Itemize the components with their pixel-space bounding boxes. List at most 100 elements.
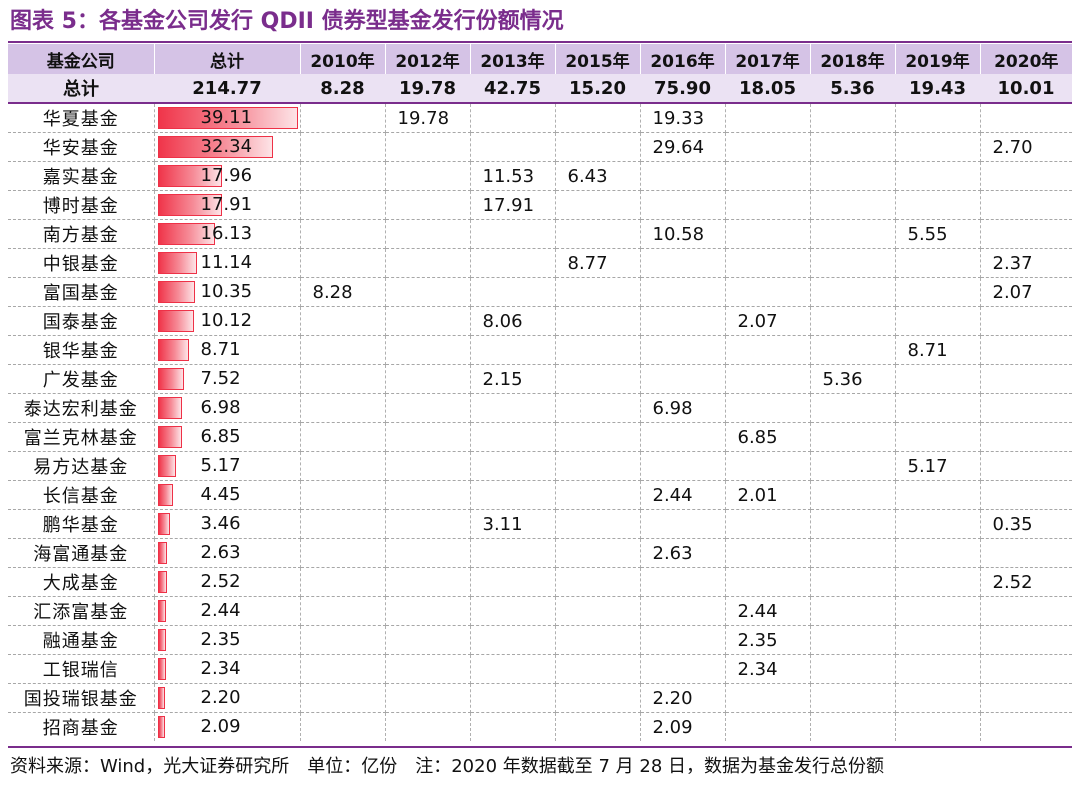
total-cell: 11.14 bbox=[154, 248, 301, 278]
total-cell: 17.91 bbox=[154, 190, 301, 220]
year-value-cell: 19.78 bbox=[385, 103, 471, 133]
year-value-cell bbox=[725, 509, 811, 539]
total-cell: 19.78 bbox=[385, 74, 470, 104]
year-value-cell bbox=[895, 567, 981, 597]
year-value-cell: 19.33 bbox=[640, 103, 726, 133]
year-value-cell bbox=[385, 364, 471, 394]
qdii-fund-table: 基金公司 总计 2010年 2012年 2013年 2015年 2016年 2017年 2018… bbox=[8, 44, 1072, 741]
year-value-cell: 2.15 bbox=[470, 364, 556, 394]
year-value-cell bbox=[640, 161, 726, 191]
total-value: 16.13 bbox=[200, 223, 253, 244]
year-value-cell: 8.28 bbox=[300, 277, 386, 307]
fund-company-name: 长信基金 bbox=[8, 480, 155, 510]
year-value-cell bbox=[895, 538, 981, 568]
year-value-cell bbox=[640, 509, 726, 539]
total-cell: 2.34 bbox=[154, 654, 301, 684]
year-value-cell: 5.55 bbox=[895, 219, 981, 249]
year-value-cell bbox=[555, 393, 641, 423]
year-value-cell bbox=[470, 538, 556, 568]
table-row: 鹏华基金 3.46 3.11 0.35 bbox=[8, 509, 1072, 539]
year-value-cell bbox=[895, 625, 981, 655]
column-header: 2013年 bbox=[470, 44, 556, 74]
year-value-cell bbox=[725, 451, 811, 481]
total-value: 32.34 bbox=[200, 136, 253, 157]
footer-divider bbox=[8, 746, 1072, 748]
total-value: 2.09 bbox=[200, 716, 241, 737]
year-value-cell bbox=[300, 364, 386, 394]
year-value-cell bbox=[470, 451, 556, 481]
data-bar bbox=[157, 687, 166, 709]
total-cell: 10.01 bbox=[980, 74, 1072, 104]
column-header: 2018年 bbox=[810, 44, 896, 74]
data-bar bbox=[157, 368, 185, 390]
year-value-cell: 8.77 bbox=[555, 248, 641, 278]
year-value-cell bbox=[640, 654, 726, 684]
year-value-cell bbox=[470, 219, 556, 249]
year-value-cell bbox=[725, 103, 811, 133]
fund-company-name: 国投瑞银基金 bbox=[8, 683, 155, 713]
year-value-cell bbox=[810, 596, 896, 626]
fund-company-name: 泰达宏利基金 bbox=[8, 393, 155, 423]
year-value-cell bbox=[980, 103, 1072, 133]
year-value-cell bbox=[640, 277, 726, 307]
year-value-cell bbox=[300, 480, 386, 510]
fund-company-name: 大成基金 bbox=[8, 567, 155, 597]
data-bar bbox=[157, 194, 222, 216]
year-value-cell bbox=[385, 422, 471, 452]
year-value-cell: 11.53 bbox=[470, 161, 556, 191]
year-value-cell bbox=[640, 451, 726, 481]
year-value-cell bbox=[810, 393, 896, 423]
total-value: 3.46 bbox=[200, 513, 241, 534]
data-bar bbox=[157, 658, 166, 680]
year-value-cell bbox=[555, 538, 641, 568]
year-value-cell bbox=[470, 480, 556, 510]
year-value-cell bbox=[300, 161, 386, 191]
year-value-cell bbox=[895, 277, 981, 307]
year-value-cell bbox=[640, 596, 726, 626]
year-value-cell bbox=[640, 335, 726, 365]
year-value-cell: 2.07 bbox=[725, 306, 811, 336]
year-value-cell bbox=[385, 683, 471, 713]
table-row: 银华基金 8.71 8.71 bbox=[8, 335, 1072, 365]
year-value-cell: 29.64 bbox=[640, 132, 726, 162]
total-cell: 32.34 bbox=[154, 132, 301, 162]
fund-company-name: 博时基金 bbox=[8, 190, 155, 220]
year-value-cell bbox=[725, 683, 811, 713]
year-value-cell: 6.43 bbox=[555, 161, 641, 191]
year-value-cell bbox=[725, 248, 811, 278]
year-value-cell bbox=[725, 538, 811, 568]
year-value-cell: 2.63 bbox=[640, 538, 726, 568]
year-value-cell bbox=[385, 132, 471, 162]
total-cell: 39.11 bbox=[154, 103, 301, 133]
year-value-cell bbox=[640, 364, 726, 394]
year-value-cell bbox=[385, 335, 471, 365]
year-value-cell bbox=[555, 277, 641, 307]
year-value-cell bbox=[895, 712, 981, 741]
year-value-cell bbox=[300, 712, 386, 741]
year-value-cell bbox=[555, 712, 641, 741]
year-value-cell bbox=[555, 451, 641, 481]
year-value-cell bbox=[555, 480, 641, 510]
table-row: 长信基金 4.45 2.44 2.01 bbox=[8, 480, 1072, 510]
total-cell: 5.36 bbox=[810, 74, 895, 104]
year-value-cell: 10.58 bbox=[640, 219, 726, 249]
year-value-cell bbox=[810, 248, 896, 278]
year-value-cell bbox=[300, 190, 386, 220]
year-value-cell: 8.06 bbox=[470, 306, 556, 336]
year-value-cell bbox=[810, 480, 896, 510]
year-value-cell bbox=[555, 103, 641, 133]
total-cell: 16.13 bbox=[154, 219, 301, 249]
year-value-cell: 6.85 bbox=[725, 422, 811, 452]
total-value: 6.85 bbox=[200, 426, 241, 447]
total-cell: 2.63 bbox=[154, 538, 301, 568]
year-value-cell bbox=[385, 277, 471, 307]
year-value-cell bbox=[895, 654, 981, 684]
year-value-cell bbox=[895, 393, 981, 423]
year-value-cell bbox=[725, 393, 811, 423]
fund-company-name: 富国基金 bbox=[8, 277, 155, 307]
data-bar bbox=[157, 339, 189, 361]
year-value-cell bbox=[470, 683, 556, 713]
fund-company-name: 工银瑞信 bbox=[8, 654, 155, 684]
year-value-cell bbox=[300, 306, 386, 336]
year-value-cell bbox=[895, 422, 981, 452]
